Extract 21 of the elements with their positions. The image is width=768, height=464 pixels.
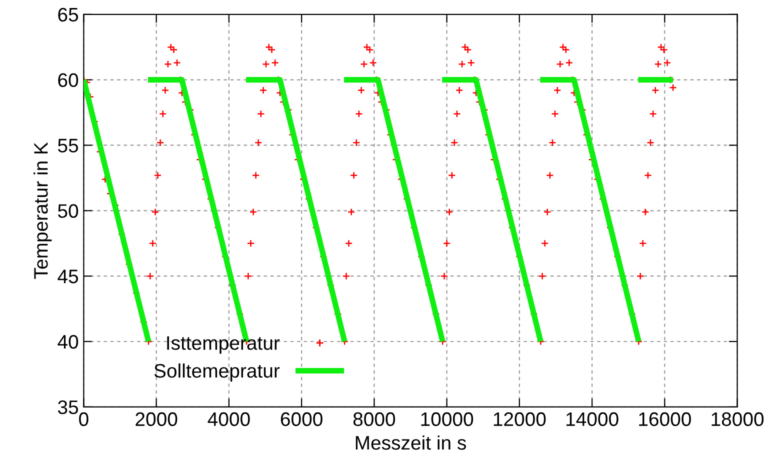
x-tick-label: 10000 bbox=[421, 412, 474, 426]
x-tick-label: 18000 bbox=[712, 412, 764, 426]
y-tick-label: 60 bbox=[58, 73, 78, 88]
y-tick-label: 35 bbox=[58, 400, 78, 414]
x-tick-label: 12000 bbox=[494, 412, 546, 426]
x-tick-label: 4000 bbox=[208, 412, 250, 426]
legend-label: Solltemepratur bbox=[154, 363, 280, 382]
y-tick-label: 50 bbox=[58, 204, 78, 218]
x-tick-label: 8000 bbox=[353, 412, 396, 426]
y-tick-label: 45 bbox=[58, 270, 78, 284]
x-tick-label: 0 bbox=[79, 412, 88, 426]
y-tick-label: 65 bbox=[58, 8, 78, 22]
y-tick-label: 55 bbox=[58, 138, 78, 152]
y-tick-label: 40 bbox=[58, 334, 78, 349]
x-tick-label: 2000 bbox=[136, 412, 178, 426]
x-tick-label: 6000 bbox=[280, 412, 322, 426]
x-axis-title: Messzeit in s bbox=[356, 435, 466, 450]
legend-label: Isttemperatur bbox=[167, 336, 280, 354]
y-axis-title: Temperatur in K bbox=[34, 142, 52, 279]
x-tick-label: 16000 bbox=[639, 412, 691, 426]
x-tick-label: 14000 bbox=[566, 412, 618, 426]
